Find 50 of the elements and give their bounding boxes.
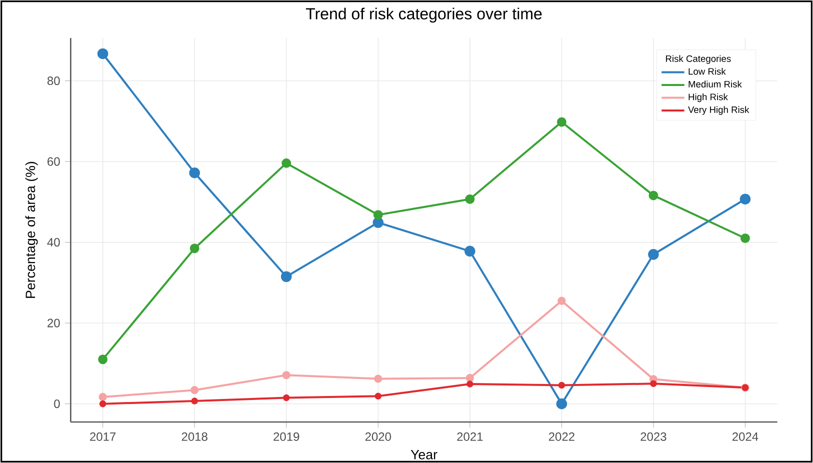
- legend-label: Low Risk: [688, 68, 726, 75]
- point: [556, 117, 566, 127]
- y-axis-title: Percentage of area (%): [25, 162, 38, 298]
- point: [189, 167, 200, 178]
- y-tick-label: 60: [48, 157, 60, 166]
- legend-title: Risk Categories: [666, 55, 731, 64]
- point: [465, 194, 475, 204]
- point: [373, 210, 383, 220]
- y-tick-label: 0: [54, 400, 60, 408]
- point: [98, 392, 107, 402]
- x-tick-label: 2018: [182, 432, 208, 441]
- x-tick-label: 2021: [457, 432, 483, 441]
- point: [466, 380, 474, 388]
- chart-title: Trend of risk categories over time: [306, 8, 542, 23]
- point: [464, 246, 476, 257]
- y-tick-label: 20: [48, 318, 60, 328]
- point: [558, 296, 566, 305]
- point: [648, 190, 658, 200]
- x-tick-label: 2017: [90, 432, 116, 441]
- point: [282, 394, 290, 402]
- point: [372, 217, 384, 228]
- y-tick-label: 80: [47, 76, 60, 86]
- point: [190, 244, 200, 254]
- point: [280, 271, 292, 282]
- point: [374, 392, 382, 400]
- point: [98, 354, 108, 364]
- point: [556, 398, 568, 410]
- point: [282, 158, 292, 168]
- point: [740, 234, 750, 243]
- x-tick-label: 2019: [274, 432, 300, 441]
- legend-label: Very High Risk: [688, 106, 750, 115]
- point: [558, 382, 566, 389]
- point: [191, 398, 198, 404]
- point: [650, 380, 657, 388]
- point: [648, 249, 659, 260]
- legend-label: High Risk: [688, 93, 728, 102]
- point: [466, 374, 474, 382]
- point: [97, 48, 108, 60]
- x-tick-label: 2022: [548, 432, 574, 441]
- point: [740, 194, 751, 204]
- point: [190, 386, 199, 394]
- point: [374, 374, 382, 383]
- x-axis-title: Year: [410, 450, 438, 460]
- point: [99, 400, 106, 408]
- x-tick-label: 2020: [365, 432, 391, 441]
- x-tick-label: 2024: [732, 432, 758, 441]
- y-tick-label: 40: [47, 238, 60, 247]
- legend-label: Medium Risk: [688, 80, 742, 88]
- point: [282, 371, 290, 380]
- x-tick-label: 2023: [640, 432, 666, 441]
